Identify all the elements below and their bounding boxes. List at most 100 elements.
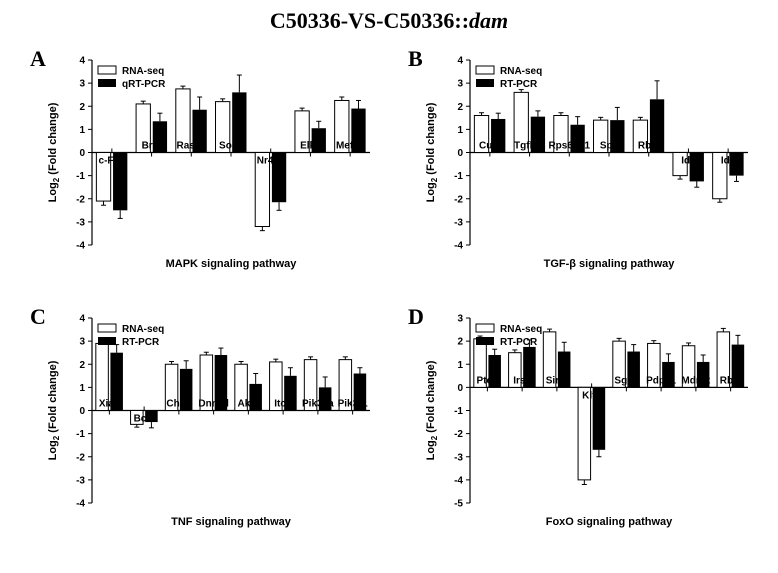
panel-letter-A: A	[30, 46, 46, 72]
category-label: Elk4	[300, 141, 321, 152]
category-label: Mdm2	[681, 375, 710, 386]
ytick-label: -5	[454, 499, 463, 510]
legend-label-rtpcr: RT-PCR	[500, 337, 538, 348]
legend-swatch-rtpcr	[98, 337, 116, 345]
ytick-label: -1	[76, 171, 85, 182]
ytick-label: 2	[79, 360, 85, 371]
category-label: Nr4a1	[257, 156, 285, 167]
ytick-label: -1	[454, 406, 463, 417]
ytick-label: 4	[79, 56, 85, 67]
panel-D: D-5-4-3-2-10123Log2 (Fold change)PtenIrs…	[408, 308, 758, 538]
panel-A: A-4-3-2-101234Log2 (Fold change)c-FosBra…	[30, 50, 380, 280]
category-label: Chuk	[166, 399, 191, 410]
legend-swatch-rnaseq	[476, 66, 494, 74]
ytick-label: 3	[79, 79, 85, 90]
category-label: c-Fos	[99, 156, 126, 167]
legend-label-rtpcr: RT-PCR	[122, 337, 160, 348]
ytick-label: 0	[457, 383, 463, 394]
category-label: Braf	[142, 141, 163, 152]
category-label: Pik3ca	[302, 399, 334, 410]
category-label: Bcl3	[134, 414, 156, 425]
legend-swatch-rtpcr	[98, 79, 116, 87]
ytick-label: 3	[79, 337, 85, 348]
category-label: Sgk3	[614, 375, 638, 386]
pathway-title: TGF-β signaling pathway	[544, 258, 676, 270]
category-label: Pdpk1	[646, 375, 676, 386]
chart-D: -5 -4 -3 -2 -1 0 1 2 3 Log2 (Fold change) Pten Irs2…	[408, 308, 758, 538]
ytick-label: 3	[457, 314, 463, 325]
chart-C: -4-3-2-101234Log2 (Fold change)XiapBcl3C…	[30, 308, 380, 538]
category-label: Dnm1l	[198, 399, 229, 410]
category-label: Rps6kb1	[548, 141, 590, 152]
legend-label-rnaseq: RNA-seq	[122, 66, 164, 77]
legend-label-rtpcr: RT-PCR	[500, 79, 538, 90]
ytick-label: 4	[79, 314, 85, 325]
ytick-label: 1	[457, 125, 463, 136]
chart-B: -4-3-2-101234Log2 (Fold change)Cul1Tgfbr…	[408, 50, 758, 280]
ytick-label: -2	[76, 452, 85, 463]
ytick-label: -4	[454, 241, 463, 252]
ytick-label: 2	[457, 102, 463, 113]
ytick-label: -1	[454, 171, 463, 182]
legend-swatch-rnaseq	[98, 66, 116, 74]
category-label: Sp1	[600, 141, 619, 152]
ytick-label: 2	[457, 337, 463, 348]
category-label: Mef2c	[336, 141, 365, 152]
panel-letter-B: B	[408, 46, 423, 72]
ytick-label: -3	[76, 217, 85, 228]
category-label: Cul1	[479, 141, 501, 152]
y-axis-title: Log2 (Fold change)	[425, 360, 439, 460]
ytick-label: 1	[79, 125, 85, 136]
panel-letter-C: C	[30, 304, 46, 330]
y-axis-title: Log2 (Fold change)	[425, 102, 439, 202]
ytick-label: -2	[454, 194, 463, 205]
category-label: Rbl1	[638, 141, 660, 152]
category-label: Itch	[274, 399, 292, 410]
category-label: Rbl2	[720, 375, 742, 386]
ytick-label: 1	[79, 383, 85, 394]
pathway-title: FoxO signaling pathway	[546, 516, 673, 528]
panel-C: C-4-3-2-101234Log2 (Fold change)XiapBcl3…	[30, 308, 380, 538]
figure-title: C50336-VS-C50336::dam	[0, 8, 778, 34]
ytick-label: -3	[76, 475, 85, 486]
pathway-title: MAPK signaling pathway	[166, 258, 298, 270]
legend-swatch-rnaseq	[98, 324, 116, 332]
category-label: Sirt1	[546, 375, 569, 386]
legend-label-rnaseq: RNA-seq	[500, 66, 542, 77]
ytick-label: -4	[454, 475, 463, 486]
panel-letter-D: D	[408, 304, 424, 330]
legend-label-rnaseq: RNA-seq	[500, 324, 542, 335]
ytick-label: 0	[457, 148, 463, 159]
ytick-label: -3	[454, 217, 463, 228]
ytick-label: 4	[457, 56, 463, 67]
legend-label-rnaseq: RNA-seq	[122, 324, 164, 335]
category-label: Sos2	[219, 141, 243, 152]
panel-B: B-4-3-2-101234Log2 (Fold change)Cul1Tgfb…	[408, 50, 758, 280]
ytick-label: -2	[454, 429, 463, 440]
legend-swatch-rtpcr	[476, 337, 494, 345]
chart-A: -4 -3 -2 -1 0 1 2 3 4 Log2 (Fold change) c-Fos Braf…	[30, 50, 380, 280]
ytick-label: 0	[79, 148, 85, 159]
category-label: Tgfbr1	[514, 141, 546, 152]
legend-swatch-rnaseq	[476, 324, 494, 332]
y-axis-title: Log2 (Fold change)	[47, 102, 61, 202]
ytick-label: -1	[76, 429, 85, 440]
ytick-label: 2	[79, 102, 85, 113]
ytick-label: -4	[76, 241, 85, 252]
title-italic: dam	[469, 8, 508, 33]
ytick-label: 1	[457, 360, 463, 371]
category-label: Rasa1	[177, 141, 207, 152]
category-label: Id1	[681, 156, 696, 167]
category-label: Pten	[477, 375, 499, 386]
category-label: Xiap	[99, 399, 120, 410]
category-label: Akt3	[238, 399, 260, 410]
category-label: Pik3r1	[338, 399, 368, 410]
ytick-label: -3	[454, 452, 463, 463]
pathway-title: TNF signaling pathway	[171, 516, 292, 528]
ytick-label: 0	[79, 406, 85, 417]
y-axis-title: Log2 (Fold change)	[47, 360, 61, 460]
ytick-label: -2	[76, 194, 85, 205]
legend-swatch-rtpcr	[476, 79, 494, 87]
category-label: Irs2	[513, 375, 531, 386]
category-label: Klf2	[582, 390, 601, 401]
